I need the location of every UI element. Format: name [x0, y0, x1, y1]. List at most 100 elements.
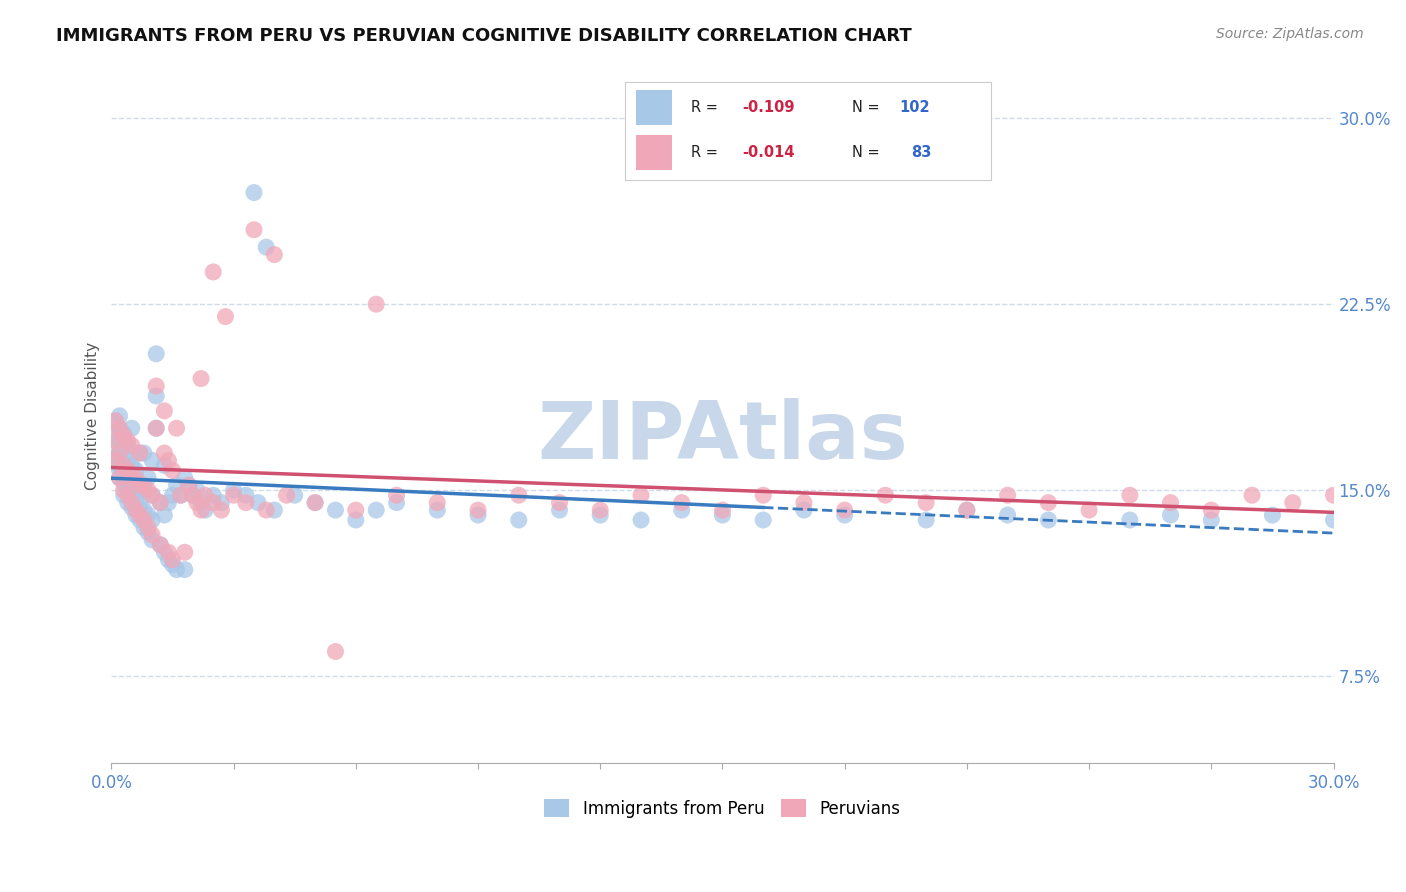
Point — [1201, 503, 1223, 517]
Point — [366, 503, 388, 517]
Point — [108, 421, 131, 435]
Point — [104, 434, 127, 448]
Point — [129, 478, 152, 492]
Point — [366, 297, 388, 311]
Point — [112, 458, 135, 473]
Point — [129, 498, 152, 512]
Point — [149, 538, 172, 552]
Point — [202, 488, 225, 502]
Point — [153, 446, 176, 460]
Point — [997, 508, 1019, 522]
Point — [1261, 508, 1284, 522]
Point — [263, 503, 285, 517]
Point — [589, 508, 612, 522]
Point — [548, 503, 571, 517]
Point — [117, 453, 139, 467]
Point — [1119, 488, 1142, 502]
Point — [186, 496, 208, 510]
Point — [190, 503, 212, 517]
Point — [162, 552, 184, 566]
Point — [997, 488, 1019, 502]
Point — [108, 458, 131, 473]
Point — [121, 471, 143, 485]
Point — [426, 503, 449, 517]
Point — [157, 545, 180, 559]
Point — [875, 488, 897, 502]
Point — [793, 496, 815, 510]
Point — [173, 471, 195, 485]
Legend: Immigrants from Peru, Peruvians: Immigrants from Peru, Peruvians — [538, 793, 907, 824]
Text: Source: ZipAtlas.com: Source: ZipAtlas.com — [1216, 27, 1364, 41]
Point — [108, 421, 131, 435]
Point — [129, 446, 152, 460]
Point — [132, 483, 155, 498]
Point — [145, 347, 167, 361]
Point — [548, 496, 571, 510]
Point — [1201, 513, 1223, 527]
Point — [108, 471, 131, 485]
Point — [112, 428, 135, 442]
Point — [112, 426, 135, 441]
Point — [125, 471, 148, 485]
Point — [121, 500, 143, 515]
Point — [145, 421, 167, 435]
Point — [145, 379, 167, 393]
Point — [304, 496, 326, 510]
Point — [136, 525, 159, 540]
Point — [136, 508, 159, 522]
Point — [129, 446, 152, 460]
Point — [121, 488, 143, 502]
Point — [117, 488, 139, 502]
Point — [630, 488, 652, 502]
Point — [153, 508, 176, 522]
Point — [153, 458, 176, 473]
Point — [112, 475, 135, 490]
Point — [162, 558, 184, 572]
Point — [141, 488, 163, 502]
Point — [117, 468, 139, 483]
Point — [263, 247, 285, 261]
Point — [166, 421, 188, 435]
Point — [145, 421, 167, 435]
Point — [125, 463, 148, 477]
Point — [162, 488, 184, 502]
Point — [671, 496, 693, 510]
Point — [132, 446, 155, 460]
Point — [344, 513, 367, 527]
Point — [136, 471, 159, 485]
Point — [145, 389, 167, 403]
Point — [181, 488, 204, 502]
Point — [153, 545, 176, 559]
Point — [125, 478, 148, 492]
Text: ZIPAtlas: ZIPAtlas — [537, 398, 908, 475]
Point — [121, 439, 143, 453]
Point — [141, 528, 163, 542]
Point — [157, 552, 180, 566]
Point — [214, 310, 236, 324]
Point — [104, 428, 127, 442]
Point — [385, 496, 408, 510]
Point — [108, 409, 131, 423]
Point — [1240, 488, 1263, 502]
Point — [915, 496, 938, 510]
Point — [752, 488, 775, 502]
Point — [112, 463, 135, 477]
Point — [1322, 488, 1344, 502]
Point — [190, 496, 212, 510]
Point — [112, 488, 135, 502]
Point — [190, 371, 212, 385]
Point — [129, 513, 152, 527]
Point — [186, 483, 208, 498]
Y-axis label: Cognitive Disability: Cognitive Disability — [86, 342, 100, 490]
Point — [671, 503, 693, 517]
Point — [173, 563, 195, 577]
Point — [141, 453, 163, 467]
Point — [132, 513, 155, 527]
Point — [276, 488, 298, 502]
Point — [157, 453, 180, 467]
Point — [834, 503, 856, 517]
Point — [121, 421, 143, 435]
Point — [121, 496, 143, 510]
Point — [194, 488, 217, 502]
Point — [121, 473, 143, 487]
